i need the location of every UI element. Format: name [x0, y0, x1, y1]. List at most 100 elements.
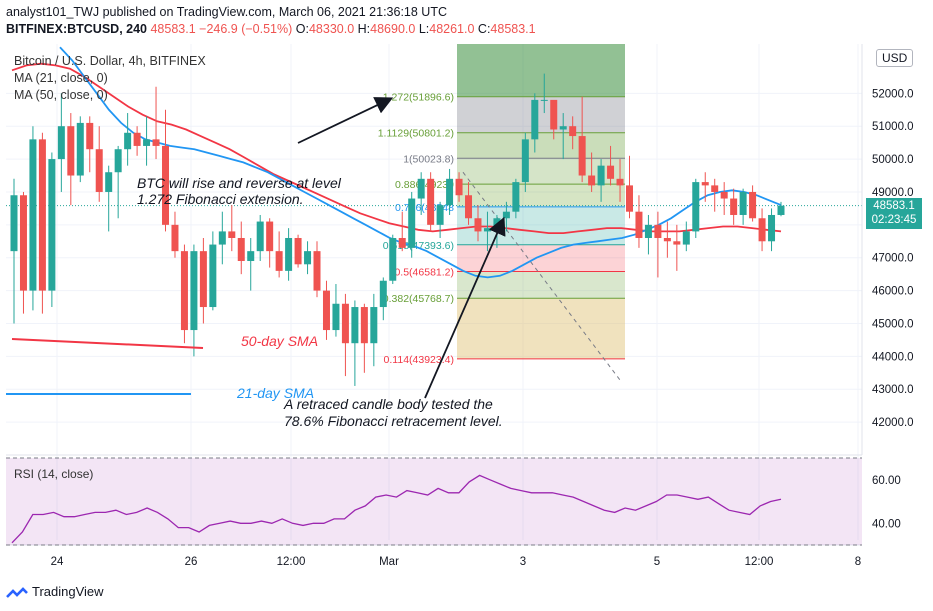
- candle: [19, 191, 27, 314]
- fib-band: [457, 298, 625, 359]
- candle-body: [569, 126, 577, 137]
- candle-body: [76, 122, 84, 176]
- candle-body: [398, 237, 406, 248]
- currency-button[interactable]: USD: [876, 49, 914, 67]
- price-change: −246.9 (−0.51%): [199, 22, 293, 36]
- candle-body: [341, 303, 349, 344]
- candle-body: [162, 145, 170, 225]
- candle-body: [616, 178, 624, 186]
- candle-body: [95, 149, 103, 192]
- candle-body: [474, 218, 482, 232]
- candle-body: [351, 307, 359, 344]
- candle: [635, 195, 643, 248]
- candle-body: [559, 126, 567, 130]
- y-tick-label: 44000.0: [872, 351, 914, 363]
- candle-body: [521, 139, 529, 183]
- candle: [588, 152, 596, 192]
- annotation-sma21: 21-day SMA: [236, 385, 314, 401]
- candle-body: [228, 231, 236, 238]
- last-price-tag-value: 48583.1: [873, 200, 915, 212]
- candle: [644, 214, 652, 255]
- candle: [152, 86, 160, 160]
- candle: [502, 201, 510, 232]
- candle: [370, 293, 378, 367]
- fib-level-label: 0.5(46581.2): [394, 266, 454, 278]
- candle-body: [777, 205, 785, 215]
- x-tick-label: 24: [51, 556, 64, 568]
- candle: [114, 145, 122, 219]
- candle-body: [644, 224, 652, 238]
- candle-body: [247, 251, 255, 262]
- candle: [483, 211, 491, 252]
- candle-body: [389, 237, 397, 281]
- candle: [597, 159, 605, 202]
- y-tick-label: 51000.0: [872, 121, 914, 133]
- candle: [701, 172, 709, 202]
- rsi-legend: RSI (14, close): [14, 467, 93, 481]
- fib-level-label: 0.786(48548: [395, 202, 454, 214]
- candle: [682, 221, 690, 252]
- annotation-bottom-line2: 78.6% Fibonacci retracement level.: [284, 413, 503, 429]
- x-tick-label: 12:00: [745, 556, 774, 568]
- candle-body: [692, 182, 700, 232]
- arrow-to-extension: [297, 97, 394, 144]
- candle: [247, 237, 255, 291]
- candle: [569, 116, 577, 150]
- candle-body: [701, 182, 709, 186]
- x-tick-label: 12:00: [277, 556, 306, 568]
- annotation-sma50: 50-day SMA: [241, 333, 318, 349]
- x-tick-label: 8: [855, 556, 861, 568]
- candle: [550, 99, 558, 140]
- candle: [607, 145, 615, 186]
- candle: [57, 93, 65, 192]
- candle: [275, 231, 283, 278]
- y-tick-label: 50000.0: [872, 154, 914, 166]
- y-tick-label: 43000.0: [872, 384, 914, 396]
- candle: [455, 172, 463, 202]
- candle-body: [682, 231, 690, 245]
- candle: [465, 182, 473, 225]
- candle-body: [114, 149, 122, 173]
- candle: [446, 168, 454, 215]
- candle: [474, 205, 482, 242]
- candle: [768, 208, 776, 252]
- candle-body: [427, 178, 435, 225]
- candle-body: [531, 99, 539, 140]
- fib-level-label: 0.382(45768.7): [383, 293, 454, 305]
- candle-body: [663, 237, 671, 242]
- chart-title: Bitcoin / U.S. Dollar, 4h, BITFINEX: [14, 54, 206, 68]
- candle: [256, 214, 264, 262]
- candle: [739, 188, 747, 225]
- candle-body: [597, 165, 605, 186]
- candle: [322, 280, 330, 340]
- fib-trend-line: [462, 171, 623, 383]
- candle-body: [502, 211, 510, 219]
- candle-body: [417, 178, 425, 199]
- candle-body: [190, 251, 198, 331]
- candle-body: [673, 241, 681, 245]
- y-tick-label: 45000.0: [872, 318, 914, 330]
- close-label: C:: [477, 22, 491, 36]
- candle-body: [38, 139, 46, 291]
- candle-body: [237, 237, 245, 262]
- candle-body: [730, 198, 738, 215]
- tradingview-brand[interactable]: TradingView: [6, 584, 104, 600]
- candle: [720, 182, 728, 215]
- candle-body: [625, 185, 633, 212]
- candle: [559, 113, 567, 160]
- ma50-legend: MA (50, close, 0): [14, 88, 108, 102]
- rsi-band: [6, 458, 862, 545]
- candle: [654, 211, 662, 278]
- ma50-line: [11, 62, 782, 234]
- ma21-line: [59, 46, 782, 279]
- candle: [521, 132, 529, 192]
- candle: [10, 178, 18, 324]
- candle: [332, 284, 340, 337]
- candle-body: [57, 126, 65, 160]
- candle-body: [180, 251, 188, 331]
- candle: [38, 132, 46, 314]
- candle-body: [332, 303, 340, 331]
- candle-body: [199, 251, 207, 308]
- candle-body: [322, 290, 330, 331]
